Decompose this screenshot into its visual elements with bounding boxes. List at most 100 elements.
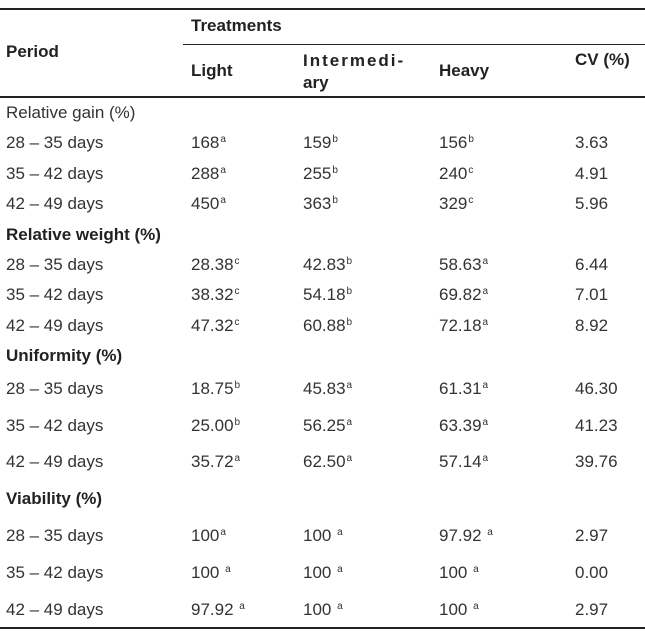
light-value: 28.38c	[191, 250, 303, 280]
significance-letter: a	[220, 134, 226, 145]
light-value: 168a	[191, 128, 303, 158]
value-text: 6.44	[575, 255, 609, 274]
value-text: 72.18	[439, 315, 482, 335]
value-text: 240	[439, 163, 468, 183]
heavy-value: 240c	[439, 158, 575, 189]
intermediary-value: 100 a	[303, 554, 439, 591]
significance-letter: b	[234, 380, 241, 391]
significance-letter: c	[234, 316, 240, 328]
table-row: 35 – 42 days 100 a 100 a 100 a 0.00	[0, 554, 645, 591]
table-row: 42 – 49 days 35.72a 62.50 a 57.14a 39.76	[0, 444, 645, 480]
significance-letter: b	[332, 134, 338, 145]
value-text: 28.38	[191, 255, 234, 274]
table-row: 28 – 35 days 100a 100 a 97.92 a 2.97	[0, 517, 645, 554]
significance-letter: b	[234, 416, 241, 428]
period-label: 42 – 49 days	[6, 452, 104, 471]
section-row: Uniformity (%)	[0, 341, 645, 371]
value-text: 35.72	[191, 452, 234, 471]
section-label: Uniformity (%)	[6, 346, 123, 365]
value-text: 42.83	[303, 255, 346, 274]
heavy-value: 69.82a	[439, 280, 575, 310]
heavy-value: 156b	[439, 128, 575, 158]
significance-letter: a	[337, 526, 343, 538]
significance-letter: a	[239, 600, 245, 612]
cv-value: 6.44	[575, 250, 645, 280]
section-row: Relative gain (%)	[0, 97, 645, 128]
cv-value: 7.01	[575, 280, 645, 310]
heavy-value: 100 a	[439, 554, 575, 591]
heavy-value: 63.39a	[439, 407, 575, 444]
heavy-value: 57.14a	[439, 444, 575, 480]
value-text: 100	[439, 599, 473, 619]
significance-letter: b	[332, 195, 338, 206]
light-value: 97.92 a	[191, 591, 303, 628]
period-label: 42 – 49 days	[6, 194, 104, 213]
heavy-value: 72.18a	[439, 310, 575, 341]
value-text: 62.50	[303, 452, 346, 471]
value-text: 45.83	[303, 379, 346, 398]
value-text: 2.97	[575, 525, 609, 545]
section-label: Relative weight (%)	[6, 224, 161, 244]
table-row: 42 – 49 days 97.92 a 100 a 100 a 2.97	[0, 591, 645, 628]
period-label: 28 – 35 days	[6, 133, 104, 152]
cv-value: 8.92	[575, 310, 645, 341]
period-label: 28 – 35 days	[6, 379, 104, 398]
light-value: 288a	[191, 158, 303, 189]
light-value: 450a	[191, 189, 303, 219]
value-text: 288	[191, 163, 220, 183]
heavy-value: 58.63a	[439, 250, 575, 280]
table-row: 35 – 42 days 38.32c 54.18b 69.82a 7.01	[0, 280, 645, 310]
period-label: 28 – 35 days	[6, 255, 104, 274]
value-text: 63.39	[439, 415, 482, 435]
value-text: 7.01	[575, 285, 609, 304]
cv-value: 2.97	[575, 591, 645, 628]
value-text: 450	[191, 194, 220, 213]
value-text: 329	[439, 194, 468, 213]
significance-letter: a	[482, 453, 489, 464]
table-row: 28 – 35 days 28.38c 42.83b 58.63a 6.44	[0, 250, 645, 280]
value-text: 100	[191, 525, 220, 545]
header-cv: CV (%)	[575, 50, 630, 69]
cv-value: 3.63	[575, 128, 645, 158]
value-text: 57.14	[439, 452, 482, 471]
section-label: Relative gain (%)	[6, 102, 136, 122]
header-heavy: Heavy	[439, 61, 490, 80]
value-text: 0.00	[575, 562, 609, 582]
value-text: 168	[191, 133, 220, 152]
significance-letter: a	[482, 286, 489, 297]
significance-letter: c	[468, 195, 474, 206]
value-text: 39.76	[575, 452, 618, 471]
cv-value: 0.00	[575, 554, 645, 591]
intermediary-value: 60.88b	[303, 310, 439, 341]
value-text: 5.96	[575, 194, 609, 213]
intermediary-value: 363b	[303, 189, 439, 219]
intermediary-value: 45.83a	[303, 371, 439, 407]
intermediary-value: 255b	[303, 158, 439, 189]
light-value: 100a	[191, 517, 303, 554]
significance-letter: a	[482, 380, 489, 391]
light-value: 38.32c	[191, 280, 303, 310]
light-value: 35.72a	[191, 444, 303, 480]
light-value: 18.75b	[191, 371, 303, 407]
significance-letter: c	[234, 286, 240, 297]
table-row: 35 – 42 days 25.00b 56.25a 63.39a 41.23	[0, 407, 645, 444]
value-text: 60.88	[303, 315, 346, 335]
significance-letter: b	[346, 286, 353, 297]
significance-letter: b	[332, 164, 338, 176]
period-label: 42 – 49 days	[6, 599, 104, 619]
light-value: 25.00b	[191, 407, 303, 444]
intermediary-value: 56.25a	[303, 407, 439, 444]
significance-letter: a	[473, 600, 479, 612]
header-intermediary-line1: Intermedi-	[303, 51, 406, 70]
significance-letter: b	[346, 256, 353, 267]
value-text: 47.32	[191, 315, 234, 335]
value-text: 25.00	[191, 415, 234, 435]
heavy-value: 329c	[439, 189, 575, 219]
value-text: 56.25	[303, 415, 346, 435]
period-label: 35 – 42 days	[6, 285, 104, 304]
period-label: 28 – 35 days	[6, 525, 104, 545]
significance-letter: a	[346, 416, 353, 428]
significance-letter: a	[225, 563, 231, 575]
section-label: Viability (%)	[6, 488, 103, 508]
value-text: 61.31	[439, 379, 482, 398]
